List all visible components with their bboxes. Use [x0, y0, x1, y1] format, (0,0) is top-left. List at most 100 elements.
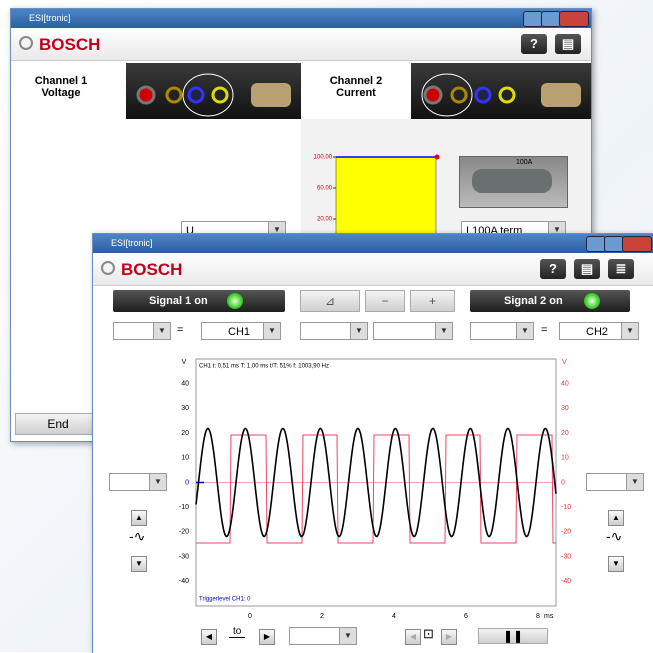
x-tick-label: 8	[536, 613, 540, 620]
gauge-tick-label: 60.00	[317, 186, 333, 192]
header: BOSCH ? ▤ ≣	[93, 253, 653, 286]
y-tick-label: -30	[179, 553, 189, 560]
title-line: Channel 2	[329, 75, 383, 87]
y-unit: V	[182, 359, 187, 366]
scope-chart: V V403020100-10-20-30-40403020100-10-20-3…	[179, 358, 571, 620]
channel2-title: Channel 2 Current	[301, 75, 411, 99]
window-title: ESI[tronic]	[29, 13, 71, 23]
print-button[interactable]: ▤	[555, 34, 581, 54]
y2-tick-label: -30	[561, 553, 571, 560]
y2-tick-label: -40	[561, 578, 571, 585]
menu-button[interactable]: ≣	[608, 259, 634, 279]
select[interactable]	[289, 627, 357, 645]
trigger-level: Triggerlevel CH1: 0	[199, 597, 251, 603]
scope-info: CH1 t: 0,51 ms T: 1,00 ms t/T: 51% f: 10…	[199, 364, 329, 370]
y2-tick-label: -10	[561, 504, 571, 511]
gauge-tick-label: 20.00	[317, 217, 333, 223]
x-tick-label: 4	[392, 613, 396, 620]
x-tick-label: 6	[464, 613, 468, 620]
help-button[interactable]: ?	[540, 259, 566, 279]
print-button[interactable]: ▤	[574, 259, 600, 279]
down-button[interactable]: ▼	[131, 556, 147, 572]
select[interactable]	[113, 322, 171, 340]
y-tick-label: -20	[179, 529, 189, 536]
logo	[101, 261, 115, 275]
window-title: ESI[tronic]	[111, 238, 153, 248]
close[interactable]	[559, 11, 589, 27]
zoom-icon: ⊡	[423, 626, 434, 641]
front-window: ESI[tronic] BOSCH ? ▤ ≣ Signal 1 on ⊿ − …	[92, 233, 653, 653]
connectors	[136, 73, 291, 117]
connector-strip	[411, 63, 591, 119]
y2-tick-label: 0	[561, 479, 565, 486]
y-tick-label: 20	[181, 430, 189, 437]
led	[227, 293, 243, 309]
title-line: Channel 1	[34, 75, 88, 87]
signal2-button[interactable]: Signal 2 on	[470, 290, 630, 312]
trigger-plus-button[interactable]: +	[410, 290, 455, 312]
current-gauge: 100.00 60.00 20.00	[314, 154, 440, 234]
ch2-select[interactable]: CH2	[559, 322, 639, 340]
help-button[interactable]: ?	[521, 34, 547, 54]
button-label: Signal 1 on	[149, 295, 208, 307]
logo	[19, 36, 33, 50]
y-tick-label: -40	[179, 578, 189, 585]
connectors	[421, 73, 581, 117]
title-line: Voltage	[41, 87, 81, 99]
y-tick-label: 10	[181, 455, 189, 462]
ch1-waveform	[195, 427, 557, 538]
next-button[interactable]: ▶	[441, 629, 457, 645]
title-bar: ESI[tronic]	[11, 9, 591, 28]
close[interactable]	[622, 236, 652, 252]
down-button[interactable]: ▼	[608, 556, 624, 572]
trigger-edge-button[interactable]: ⊿	[300, 290, 360, 312]
x-unit: ms	[544, 613, 554, 620]
trigger-minus-button[interactable]: −	[365, 290, 405, 312]
y-tick-label: -10	[179, 504, 189, 511]
minimize[interactable]	[523, 11, 543, 27]
channel1-title: Channel 1 Voltage	[15, 75, 107, 99]
maximize[interactable]	[541, 11, 561, 27]
up-button[interactable]: ▲	[608, 510, 624, 526]
time-label: to	[229, 626, 246, 638]
up-button[interactable]: ▲	[131, 510, 147, 526]
gauge-tick-label: 100.00	[314, 155, 333, 161]
header: BOSCH ? ▤	[11, 28, 591, 61]
prev-button[interactable]: ◀	[405, 629, 421, 645]
ch1-select[interactable]: CH1	[201, 322, 281, 340]
y2-tick-label: 40	[561, 381, 569, 388]
brand: BOSCH	[121, 260, 183, 279]
connector-strip	[126, 63, 301, 119]
y2-unit: V	[562, 359, 567, 366]
trigger-icon: -∿	[606, 528, 623, 544]
y2-tick-label: 10	[561, 455, 569, 462]
y2-tick-label: -20	[561, 529, 571, 536]
end-button[interactable]: End	[15, 413, 101, 435]
brand: BOSCH	[39, 35, 101, 54]
ch2-waveform	[196, 434, 556, 544]
x-tick-label: 0	[248, 613, 252, 620]
select[interactable]	[373, 322, 453, 340]
signal1-button[interactable]: Signal 1 on	[113, 290, 285, 312]
operator: =	[541, 324, 548, 336]
pause-button[interactable]: ❚❚	[478, 628, 548, 644]
probe	[472, 169, 552, 193]
select[interactable]	[300, 322, 368, 340]
title-line: Current	[336, 87, 376, 99]
y-tick-label: 0	[185, 479, 189, 486]
probe-label: 100A	[516, 159, 533, 166]
led	[584, 293, 600, 309]
select[interactable]	[109, 473, 167, 491]
probe-image: 100A	[459, 156, 568, 208]
title-bar: ESI[tronic]	[93, 234, 653, 253]
left-button[interactable]: ◀	[201, 629, 217, 645]
y-tick-label: 30	[181, 405, 189, 412]
y2-tick-label: 30	[561, 405, 569, 412]
y-tick-label: 40	[181, 381, 189, 388]
x-tick-label: 2	[320, 613, 324, 620]
button-label: Signal 2 on	[504, 295, 563, 307]
select[interactable]	[586, 473, 644, 491]
select[interactable]	[470, 322, 534, 340]
right-button[interactable]: ▶	[259, 629, 275, 645]
